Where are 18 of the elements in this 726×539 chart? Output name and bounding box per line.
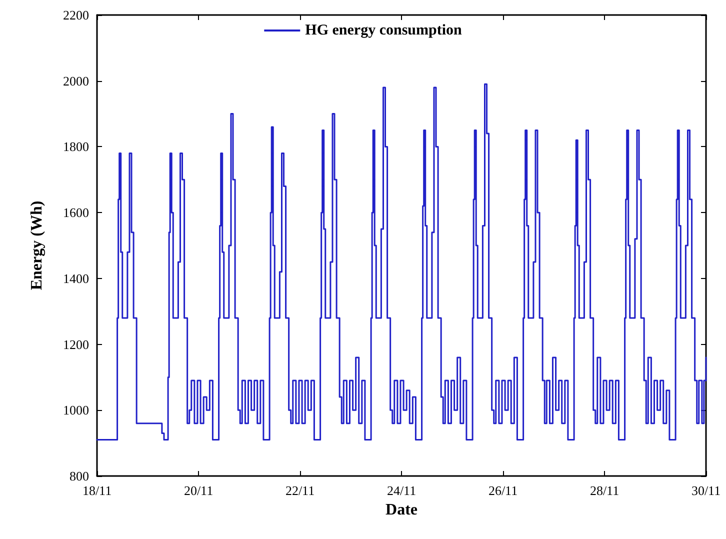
- x-axis-title: Date: [386, 501, 418, 518]
- y-tick-label: 1200: [63, 336, 89, 352]
- y-tick-label: 800: [70, 468, 89, 484]
- legend-label: HG energy consumption: [305, 22, 462, 38]
- y-tick-label: 2000: [63, 73, 89, 88]
- x-tick-label: 22/11: [285, 483, 315, 498]
- y-tick-label: 1000: [63, 402, 89, 418]
- x-tick-label: 24/11: [386, 483, 416, 498]
- y-tick-label: 1400: [63, 270, 89, 286]
- x-tick-label: 30/11: [691, 483, 721, 498]
- x-tick-label: 26/11: [488, 483, 518, 498]
- x-tick-label: 20/11: [184, 483, 214, 498]
- y-axis-title: Energy (Wh): [28, 200, 46, 290]
- y-tick-label: 1800: [63, 139, 89, 154]
- y-tick-label: 1600: [63, 205, 89, 220]
- x-tick-label: 18/11: [82, 483, 112, 498]
- y-tick-label: 2200: [63, 8, 89, 22]
- x-tick-label: 28/11: [590, 483, 620, 498]
